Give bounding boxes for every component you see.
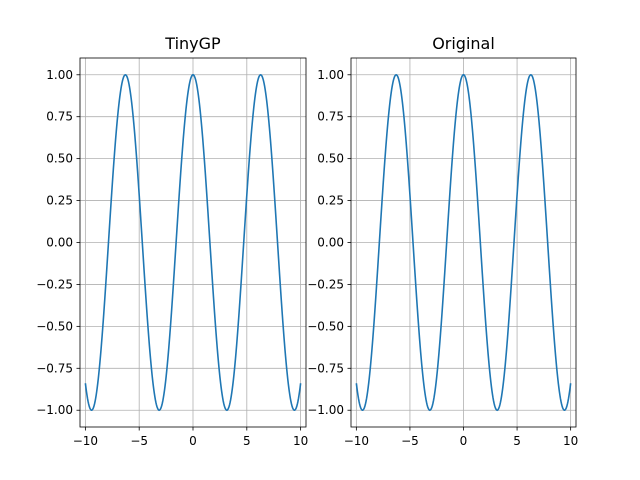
x-tick-label: 5 — [243, 434, 251, 448]
y-tick-label: 0.25 — [46, 194, 73, 208]
y-tick-label: 1.00 — [317, 68, 344, 82]
y-tick-label: 0.00 — [317, 236, 344, 250]
y-tick-label: 0.75 — [317, 110, 344, 124]
y-tick-label: 0.50 — [46, 152, 73, 166]
y-tick-label: −0.50 — [307, 319, 344, 333]
x-tick-label: 5 — [513, 434, 521, 448]
x-tick-label: −10 — [73, 434, 98, 448]
y-tick-label: −0.50 — [36, 319, 73, 333]
y-tick-label: −0.75 — [307, 361, 344, 375]
series-line — [84, 73, 302, 412]
y-tick-label: 0.50 — [317, 152, 344, 166]
series-line — [355, 73, 572, 412]
subplot-title: Original — [432, 34, 495, 53]
y-tick-label: −1.00 — [36, 403, 73, 417]
y-tick-label: 0.25 — [317, 194, 344, 208]
y-tick-label: 0.00 — [46, 236, 73, 250]
y-tick-label: 1.00 — [46, 68, 73, 82]
subplot-right: Original −10 −5 0 5 10 1.00 0.75 0.50 0.25 0.00 −0… — [307, 34, 578, 448]
x-tick-label: 10 — [293, 434, 308, 448]
subplot-title: TinyGP — [164, 34, 221, 53]
y-tick-label: −0.25 — [36, 277, 73, 291]
x-tick-label: −5 — [401, 434, 419, 448]
y-tick-label: −1.00 — [307, 403, 344, 417]
y-tick-label: −0.75 — [36, 361, 73, 375]
x-tick-label: 0 — [460, 434, 468, 448]
x-tick-label: −5 — [130, 434, 148, 448]
y-tick-label: −0.25 — [307, 277, 344, 291]
x-tick-label: 0 — [189, 434, 197, 448]
x-tick-label: −10 — [344, 434, 369, 448]
subplot-left: TinyGP −10 −5 0 5 10 1.00 0.75 0.50 0.25 0.00 −0.2… — [36, 34, 308, 448]
y-tick-label: 0.75 — [46, 110, 73, 124]
x-tick-label: 10 — [563, 434, 578, 448]
